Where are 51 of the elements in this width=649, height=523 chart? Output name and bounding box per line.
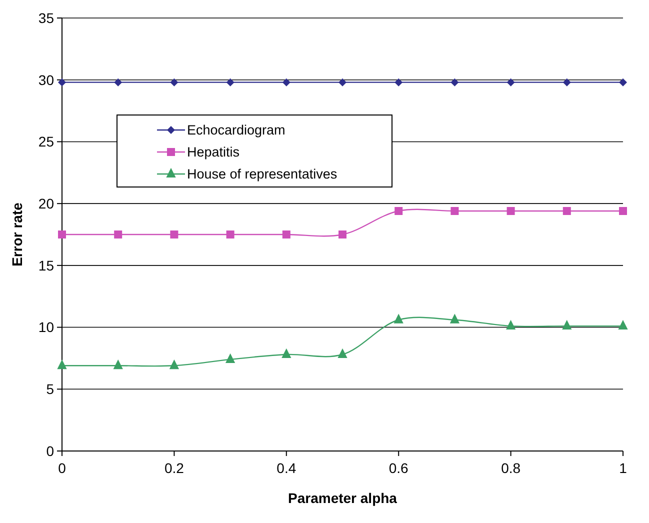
point	[562, 78, 571, 86]
point	[282, 78, 290, 86]
point	[170, 230, 178, 238]
point	[619, 206, 627, 215]
point	[170, 78, 178, 86]
y-tick-label: 25	[38, 134, 54, 150]
point	[58, 360, 66, 370]
y-tick-label: 10	[38, 319, 54, 336]
x-tick-label: 0.6	[388, 460, 409, 476]
point	[170, 360, 179, 370]
point	[450, 314, 460, 324]
point	[562, 206, 571, 215]
legend-label: House of representatives	[187, 166, 338, 182]
point	[282, 230, 290, 238]
point	[450, 206, 459, 215]
legend-label: Hepatitis	[187, 144, 240, 160]
x-tick-label: 0	[58, 460, 66, 476]
point	[226, 354, 235, 363]
legend-label: Echocardiogram	[187, 122, 286, 138]
x-tick-label: 1	[619, 460, 628, 476]
y-tick-label: 35	[38, 10, 54, 26]
point	[114, 78, 122, 86]
x-axis-title: Parameter alpha	[288, 490, 398, 506]
point	[394, 78, 403, 86]
point	[619, 78, 627, 86]
point	[338, 230, 346, 238]
point	[450, 78, 459, 86]
point	[282, 349, 291, 358]
point	[58, 230, 66, 238]
point	[114, 360, 123, 370]
point	[394, 206, 403, 215]
y-tick-label: 30	[38, 72, 54, 88]
y-axis-title: Error rate	[9, 202, 25, 266]
point	[506, 78, 515, 86]
point	[562, 320, 572, 330]
y-tick-label: 5	[46, 381, 54, 398]
point	[114, 230, 122, 238]
x-tick-label: 0.2	[164, 460, 184, 476]
point	[618, 320, 628, 330]
point	[338, 78, 346, 86]
y-tick-label: 0	[46, 442, 54, 459]
point	[506, 320, 516, 330]
point	[338, 349, 347, 358]
x-tick-label: 0.8	[501, 460, 521, 476]
point	[226, 230, 234, 238]
point	[506, 206, 515, 215]
point	[394, 314, 404, 324]
point	[226, 78, 234, 86]
y-tick-label: 15	[38, 257, 54, 274]
x-tick-label: 0.4	[276, 460, 296, 476]
y-tick-label: 20	[38, 195, 54, 212]
